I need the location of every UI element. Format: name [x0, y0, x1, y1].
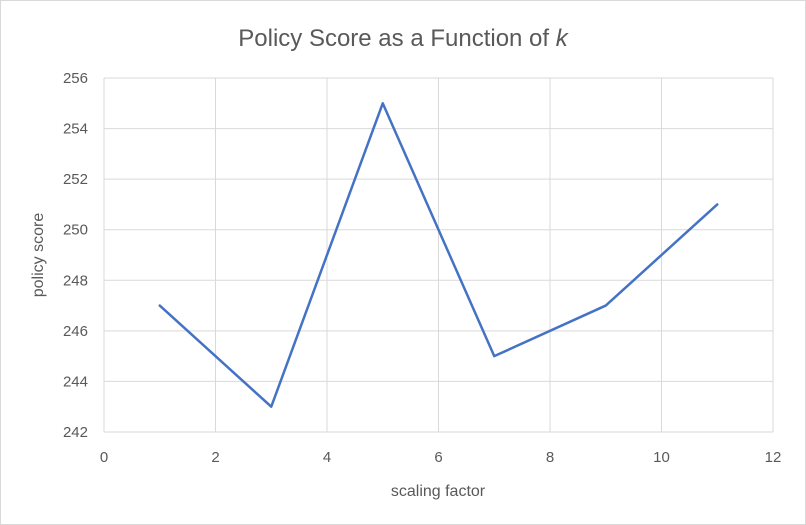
x-tick-labels: 0 2 4 6 8 10 12: [100, 449, 782, 466]
chart-title: Policy Score as a Function of k: [238, 25, 569, 52]
y-tick-label: 252: [63, 171, 88, 188]
y-tick-label: 244: [63, 373, 88, 390]
y-tick-label: 254: [63, 121, 88, 138]
x-tick-label: 8: [546, 449, 554, 466]
x-tick-label: 6: [434, 449, 442, 466]
y-tick-label: 250: [63, 222, 88, 239]
y-tick-labels: 242 244 246 248 250 252 254 256: [63, 70, 88, 441]
x-axis-title: scaling factor: [391, 483, 486, 500]
x-tick-label: 2: [211, 449, 219, 466]
x-gridlines: [103, 78, 774, 432]
chart-title-variable: k: [556, 25, 570, 52]
x-tick-label: 12: [765, 449, 782, 466]
y-tick-label: 256: [63, 70, 88, 87]
series-line: [158, 102, 719, 408]
chart-title-main: Policy Score as a Function of: [238, 25, 555, 52]
y-axis-title: policy score: [30, 213, 47, 298]
y-tick-label: 248: [63, 272, 88, 289]
x-tick-label: 10: [653, 449, 670, 466]
x-tick-label: 4: [323, 449, 331, 466]
series-layer: [158, 102, 719, 408]
x-tick-label: 0: [100, 449, 108, 466]
y-tick-label: 246: [63, 323, 88, 340]
y-tick-label: 242: [63, 424, 88, 441]
